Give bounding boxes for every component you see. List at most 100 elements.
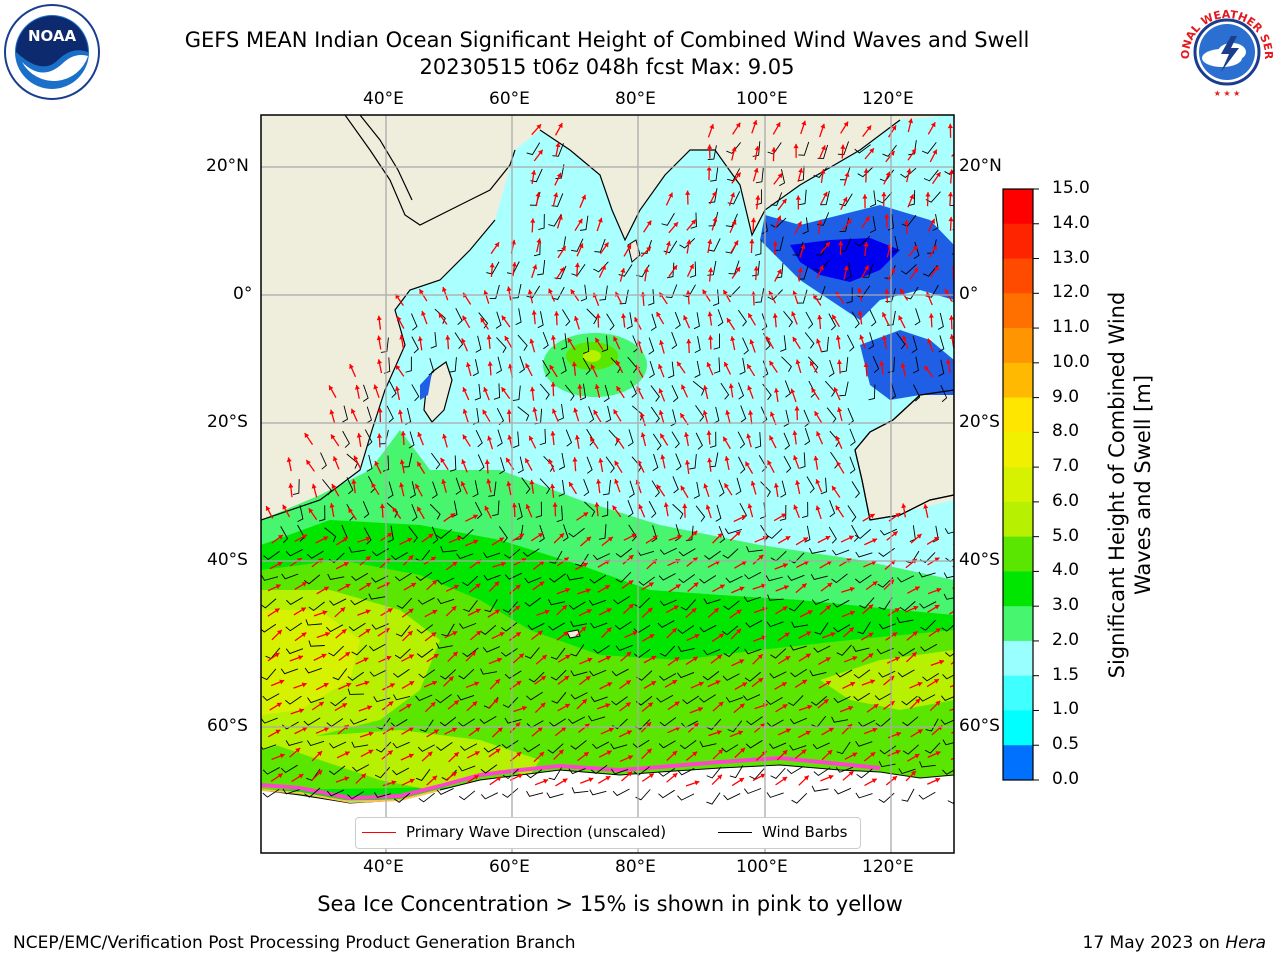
wind-barb bbox=[565, 429, 573, 447]
wave-direction-arrowhead bbox=[758, 678, 764, 683]
wave-direction-arrow bbox=[955, 777, 967, 785]
wind-barb bbox=[651, 525, 658, 543]
coastline-red-sea bbox=[359, 115, 413, 201]
wave-direction-arrowhead bbox=[301, 582, 307, 587]
wave-direction-arrowhead bbox=[432, 580, 437, 585]
wave-direction-arrowhead bbox=[480, 317, 486, 323]
wave-direction-arrowhead bbox=[461, 459, 467, 465]
wave-direction-arrowhead bbox=[462, 387, 468, 393]
wave-direction-arrowhead bbox=[749, 238, 755, 244]
wind-barb bbox=[922, 264, 938, 277]
wind-barb bbox=[586, 428, 595, 446]
wave-direction-arrowhead bbox=[452, 631, 458, 636]
colorbar-segment bbox=[1003, 397, 1033, 433]
wave-direction-arrowhead bbox=[453, 700, 459, 706]
wind-barb bbox=[570, 692, 588, 700]
wind-barb bbox=[368, 593, 386, 600]
wind-barb bbox=[940, 719, 954, 725]
wave-direction-arrowhead bbox=[707, 239, 713, 244]
wave-direction-arrowhead bbox=[838, 240, 844, 246]
wind-barb bbox=[537, 259, 546, 276]
wave-direction-arrowhead bbox=[673, 605, 679, 611]
wave-direction-arrowhead bbox=[795, 359, 801, 365]
wave-direction-arrowhead bbox=[707, 335, 714, 340]
wave-direction-arrowhead bbox=[627, 755, 633, 760]
wave-direction-arrowhead bbox=[489, 263, 495, 268]
wave-direction-arrowhead bbox=[616, 386, 622, 392]
wind-barb bbox=[652, 433, 662, 451]
wave-direction-arrowhead bbox=[452, 561, 458, 567]
wind-barb bbox=[877, 577, 894, 588]
wind-barb bbox=[810, 574, 828, 580]
wave-direction-arrowhead bbox=[574, 434, 580, 440]
wind-barb bbox=[411, 384, 420, 402]
wave-direction-arrowhead bbox=[692, 656, 698, 662]
wind-barb bbox=[735, 477, 742, 495]
wave-direction-arrowhead bbox=[694, 633, 700, 639]
wind-barb bbox=[482, 646, 501, 653]
wind-barb bbox=[393, 792, 411, 803]
wave-direction-arrowhead bbox=[493, 698, 499, 704]
wave-direction-arrowhead bbox=[400, 431, 406, 436]
wind-barb bbox=[810, 695, 828, 706]
wind-barb bbox=[366, 454, 373, 472]
wave-direction-arrowhead bbox=[815, 479, 821, 485]
wind-barb bbox=[456, 553, 474, 560]
wind-barb bbox=[449, 357, 457, 373]
wind-barb bbox=[855, 740, 873, 747]
wind-barb bbox=[512, 385, 521, 402]
wave-direction-arrowhead bbox=[511, 502, 517, 508]
colorbar-segment bbox=[1003, 571, 1033, 607]
wave-direction-arrowhead bbox=[539, 560, 545, 566]
low-wave-zone-banda bbox=[860, 330, 954, 400]
wave-direction-arrowhead bbox=[565, 654, 571, 660]
wave-direction-arrowhead bbox=[438, 313, 444, 319]
wave-direction-arrowhead bbox=[844, 172, 850, 178]
footer-host: Hera bbox=[1225, 933, 1266, 953]
wind-barb bbox=[303, 574, 321, 585]
wave-direction-arrowhead bbox=[515, 584, 521, 590]
wind-barb bbox=[896, 332, 906, 350]
wind-barb bbox=[789, 717, 808, 725]
colorbar-label: 10.0 bbox=[1052, 351, 1090, 372]
wind-barb bbox=[783, 432, 791, 450]
wind-barb bbox=[558, 479, 565, 497]
wind-barb bbox=[847, 505, 857, 522]
wind-barb bbox=[627, 429, 634, 447]
wind-barb bbox=[945, 652, 954, 657]
wave-direction-arrowhead bbox=[801, 749, 807, 755]
wave-direction-arrowhead bbox=[596, 479, 602, 484]
wind-barb bbox=[630, 380, 637, 398]
wave-direction-arrowhead bbox=[475, 583, 481, 589]
wind-barb bbox=[280, 668, 298, 675]
wave-direction-arrowhead bbox=[433, 654, 439, 659]
colorbar-segment bbox=[1003, 606, 1033, 642]
wind-barb bbox=[831, 573, 848, 584]
wind-barb bbox=[351, 572, 369, 581]
wind-barb bbox=[918, 694, 936, 702]
wind-barb bbox=[752, 260, 760, 277]
wave-direction-arrowhead bbox=[498, 537, 504, 543]
wind-barb bbox=[535, 501, 542, 518]
wind-barb bbox=[804, 525, 811, 543]
wave-direction-arrowhead bbox=[625, 702, 631, 708]
wave-direction-arrowhead bbox=[646, 220, 652, 226]
wind-barb bbox=[434, 308, 446, 324]
wave-direction-arrowhead bbox=[884, 214, 890, 219]
wave-direction-arrowhead bbox=[913, 267, 919, 273]
wind-barb bbox=[392, 767, 410, 776]
wave-direction-arrowhead bbox=[586, 536, 591, 542]
wind-barb bbox=[480, 668, 498, 675]
wind-barb bbox=[725, 696, 743, 703]
wind-barb bbox=[703, 598, 721, 605]
wind-barb bbox=[322, 479, 332, 496]
wind-barb bbox=[437, 598, 455, 605]
wave-direction-arrowhead bbox=[935, 700, 941, 706]
wave-direction-arrowhead bbox=[646, 246, 651, 252]
wind-barb bbox=[781, 356, 792, 372]
wind-barb bbox=[775, 263, 784, 279]
wind-barb bbox=[347, 688, 364, 695]
wave-direction-arrowhead bbox=[753, 167, 759, 173]
wave-direction-arrowhead bbox=[790, 388, 796, 394]
wave-direction-arrowhead bbox=[820, 123, 826, 129]
